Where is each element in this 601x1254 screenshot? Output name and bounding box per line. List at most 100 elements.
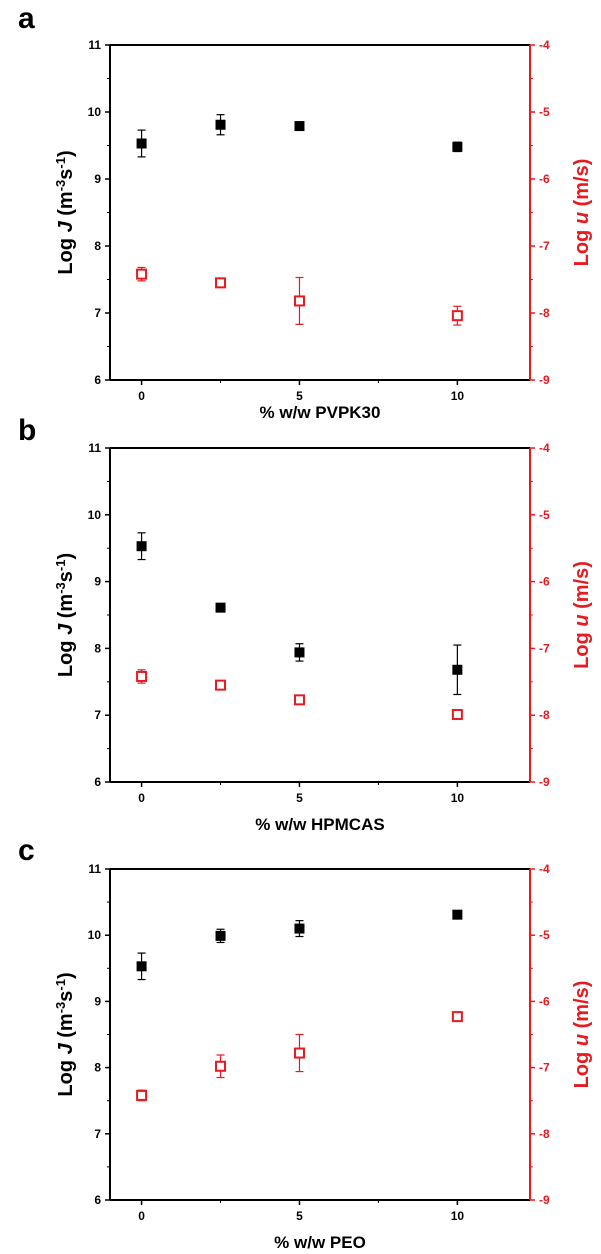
log-j-point — [294, 647, 305, 658]
left-y-axis-title-var: J — [55, 623, 77, 635]
left-y-tick-label: 7 — [94, 1127, 101, 1141]
chart-panel-c: c 0 5 10 6 7 8 9 10 11 -9 -8 -7 -6 -5 -4 % w/w PEO Log J … — [18, 834, 593, 1252]
left-y-axis-title: Log J (m-3s-1) — [53, 150, 78, 274]
log-j-point — [215, 930, 226, 941]
right-y-tick-label: -7 — [539, 1061, 550, 1075]
left-y-axis-title-mid: s — [55, 169, 77, 180]
left-y-tick-label: 6 — [94, 1193, 101, 1207]
left-y-axis-title-sup1: -3 — [53, 180, 68, 192]
right-y-axis-title-var: u — [571, 212, 593, 224]
right-y-tick-label: -5 — [539, 928, 550, 942]
left-y-axis-title-var: J — [55, 220, 77, 232]
left-y-axis-title-pre: Log — [55, 232, 77, 274]
x-axis-title: % w/w HPMCAS — [255, 815, 384, 834]
left-y-axis-title-end: ) — [55, 553, 77, 560]
log-j-point — [136, 961, 147, 972]
left-y-axis-title-unit: (m — [55, 1013, 77, 1043]
left-y-tick-label: 10 — [88, 508, 102, 522]
left-y-tick-label: 8 — [94, 239, 101, 253]
right-y-axis-title-var: u — [571, 1034, 593, 1046]
log-u-point — [451, 1011, 463, 1023]
right-y-tick-label: -9 — [539, 1193, 550, 1207]
x-tick-label: 0 — [138, 1209, 145, 1223]
left-y-tick-label: 6 — [94, 373, 101, 387]
right-y-axis-title: Log u (m/s) — [571, 981, 593, 1089]
chart-panel-a: a 0 5 10 6 7 8 9 10 11 -9 -8 -7 -6 -5 -4 % w/w PVPK30 Log… — [18, 2, 593, 422]
log-u-point — [136, 1089, 148, 1101]
left-y-axis-title-end: ) — [55, 972, 77, 979]
x-tick-label: 10 — [451, 791, 465, 805]
right-y-tick-label: -7 — [539, 641, 550, 655]
log-u-point — [293, 295, 305, 307]
log-j-point — [136, 138, 147, 149]
right-y-tick-label: -4 — [539, 38, 550, 52]
left-y-axis-title-unit: (m — [55, 594, 77, 624]
left-y-axis-title-pre: Log — [55, 1054, 77, 1096]
right-y-axis-title: Log u (m/s) — [571, 159, 593, 267]
left-y-axis-title-mid: s — [55, 571, 77, 582]
left-y-tick-label: 9 — [94, 172, 101, 186]
right-y-tick-label: -5 — [539, 508, 550, 522]
right-y-tick-label: -8 — [539, 1127, 550, 1141]
left-y-tick-label: 8 — [94, 641, 101, 655]
x-axis-title: % w/w PEO — [274, 1233, 366, 1252]
right-y-axis-title-unit: (m/s) — [571, 159, 593, 212]
log-u-point — [136, 268, 148, 280]
log-u-point — [215, 679, 227, 691]
left-y-tick-label: 9 — [94, 994, 101, 1008]
left-y-axis-title-sup1: -3 — [53, 582, 68, 594]
right-y-axis-title: Log u (m/s) — [571, 561, 593, 669]
right-y-axis-title-pre: Log — [571, 1046, 593, 1088]
log-u-point — [136, 670, 148, 682]
left-y-axis-title-sup2: -1 — [53, 560, 68, 572]
x-tick-label: 0 — [138, 791, 145, 805]
log-j-point — [452, 909, 463, 920]
right-y-tick-label: -8 — [539, 306, 550, 320]
x-tick-label: 10 — [451, 389, 465, 403]
x-tick-label: 0 — [138, 389, 145, 403]
x-axis-title: % w/w PVPK30 — [260, 403, 381, 422]
right-y-tick-label: -9 — [539, 775, 550, 789]
log-u-point — [215, 1060, 227, 1072]
panel-label: a — [18, 2, 35, 35]
left-y-tick-label: 11 — [88, 38, 101, 52]
panel-label: c — [18, 834, 35, 867]
right-y-axis-title-pre: Log — [571, 627, 593, 669]
right-y-tick-label: -9 — [539, 373, 550, 387]
panel-label: b — [18, 414, 36, 447]
left-y-tick-label: 9 — [94, 575, 101, 589]
left-y-axis-title-mid: s — [55, 991, 77, 1002]
left-y-tick-label: 7 — [94, 708, 101, 722]
left-y-axis-title: Log J (m-3s-1) — [53, 553, 78, 677]
right-y-tick-label: -5 — [539, 105, 550, 119]
right-y-tick-label: -8 — [539, 708, 550, 722]
x-tick-label: 5 — [296, 791, 303, 805]
right-y-tick-label: -6 — [539, 994, 550, 1008]
x-tick-label: 5 — [296, 1209, 303, 1223]
left-y-tick-label: 8 — [94, 1061, 101, 1075]
log-j-point — [294, 923, 305, 934]
right-y-axis-title-unit: (m/s) — [571, 981, 593, 1034]
log-u-point — [215, 277, 227, 289]
left-y-axis-title-pre: Log — [55, 635, 77, 677]
left-y-axis-title-unit: (m — [55, 191, 77, 221]
left-y-axis-title-sup2: -1 — [53, 157, 68, 169]
left-y-axis-title: Log J (m-3s-1) — [53, 972, 78, 1096]
left-y-axis-title-end: ) — [55, 150, 77, 157]
log-u-point — [451, 709, 463, 721]
right-y-axis-title-var: u — [571, 614, 593, 626]
left-y-tick-label: 11 — [88, 862, 101, 876]
left-y-axis-title-var: J — [55, 1042, 77, 1054]
log-j-point — [452, 664, 463, 675]
log-j-point — [215, 602, 226, 613]
log-u-point — [293, 694, 305, 706]
right-y-tick-label: -6 — [539, 172, 550, 186]
log-j-point — [215, 119, 226, 130]
x-tick-label: 10 — [451, 1209, 465, 1223]
log-u-point — [293, 1047, 305, 1059]
right-y-tick-label: -4 — [539, 441, 550, 455]
log-j-point — [136, 541, 147, 552]
right-y-tick-label: -6 — [539, 575, 550, 589]
